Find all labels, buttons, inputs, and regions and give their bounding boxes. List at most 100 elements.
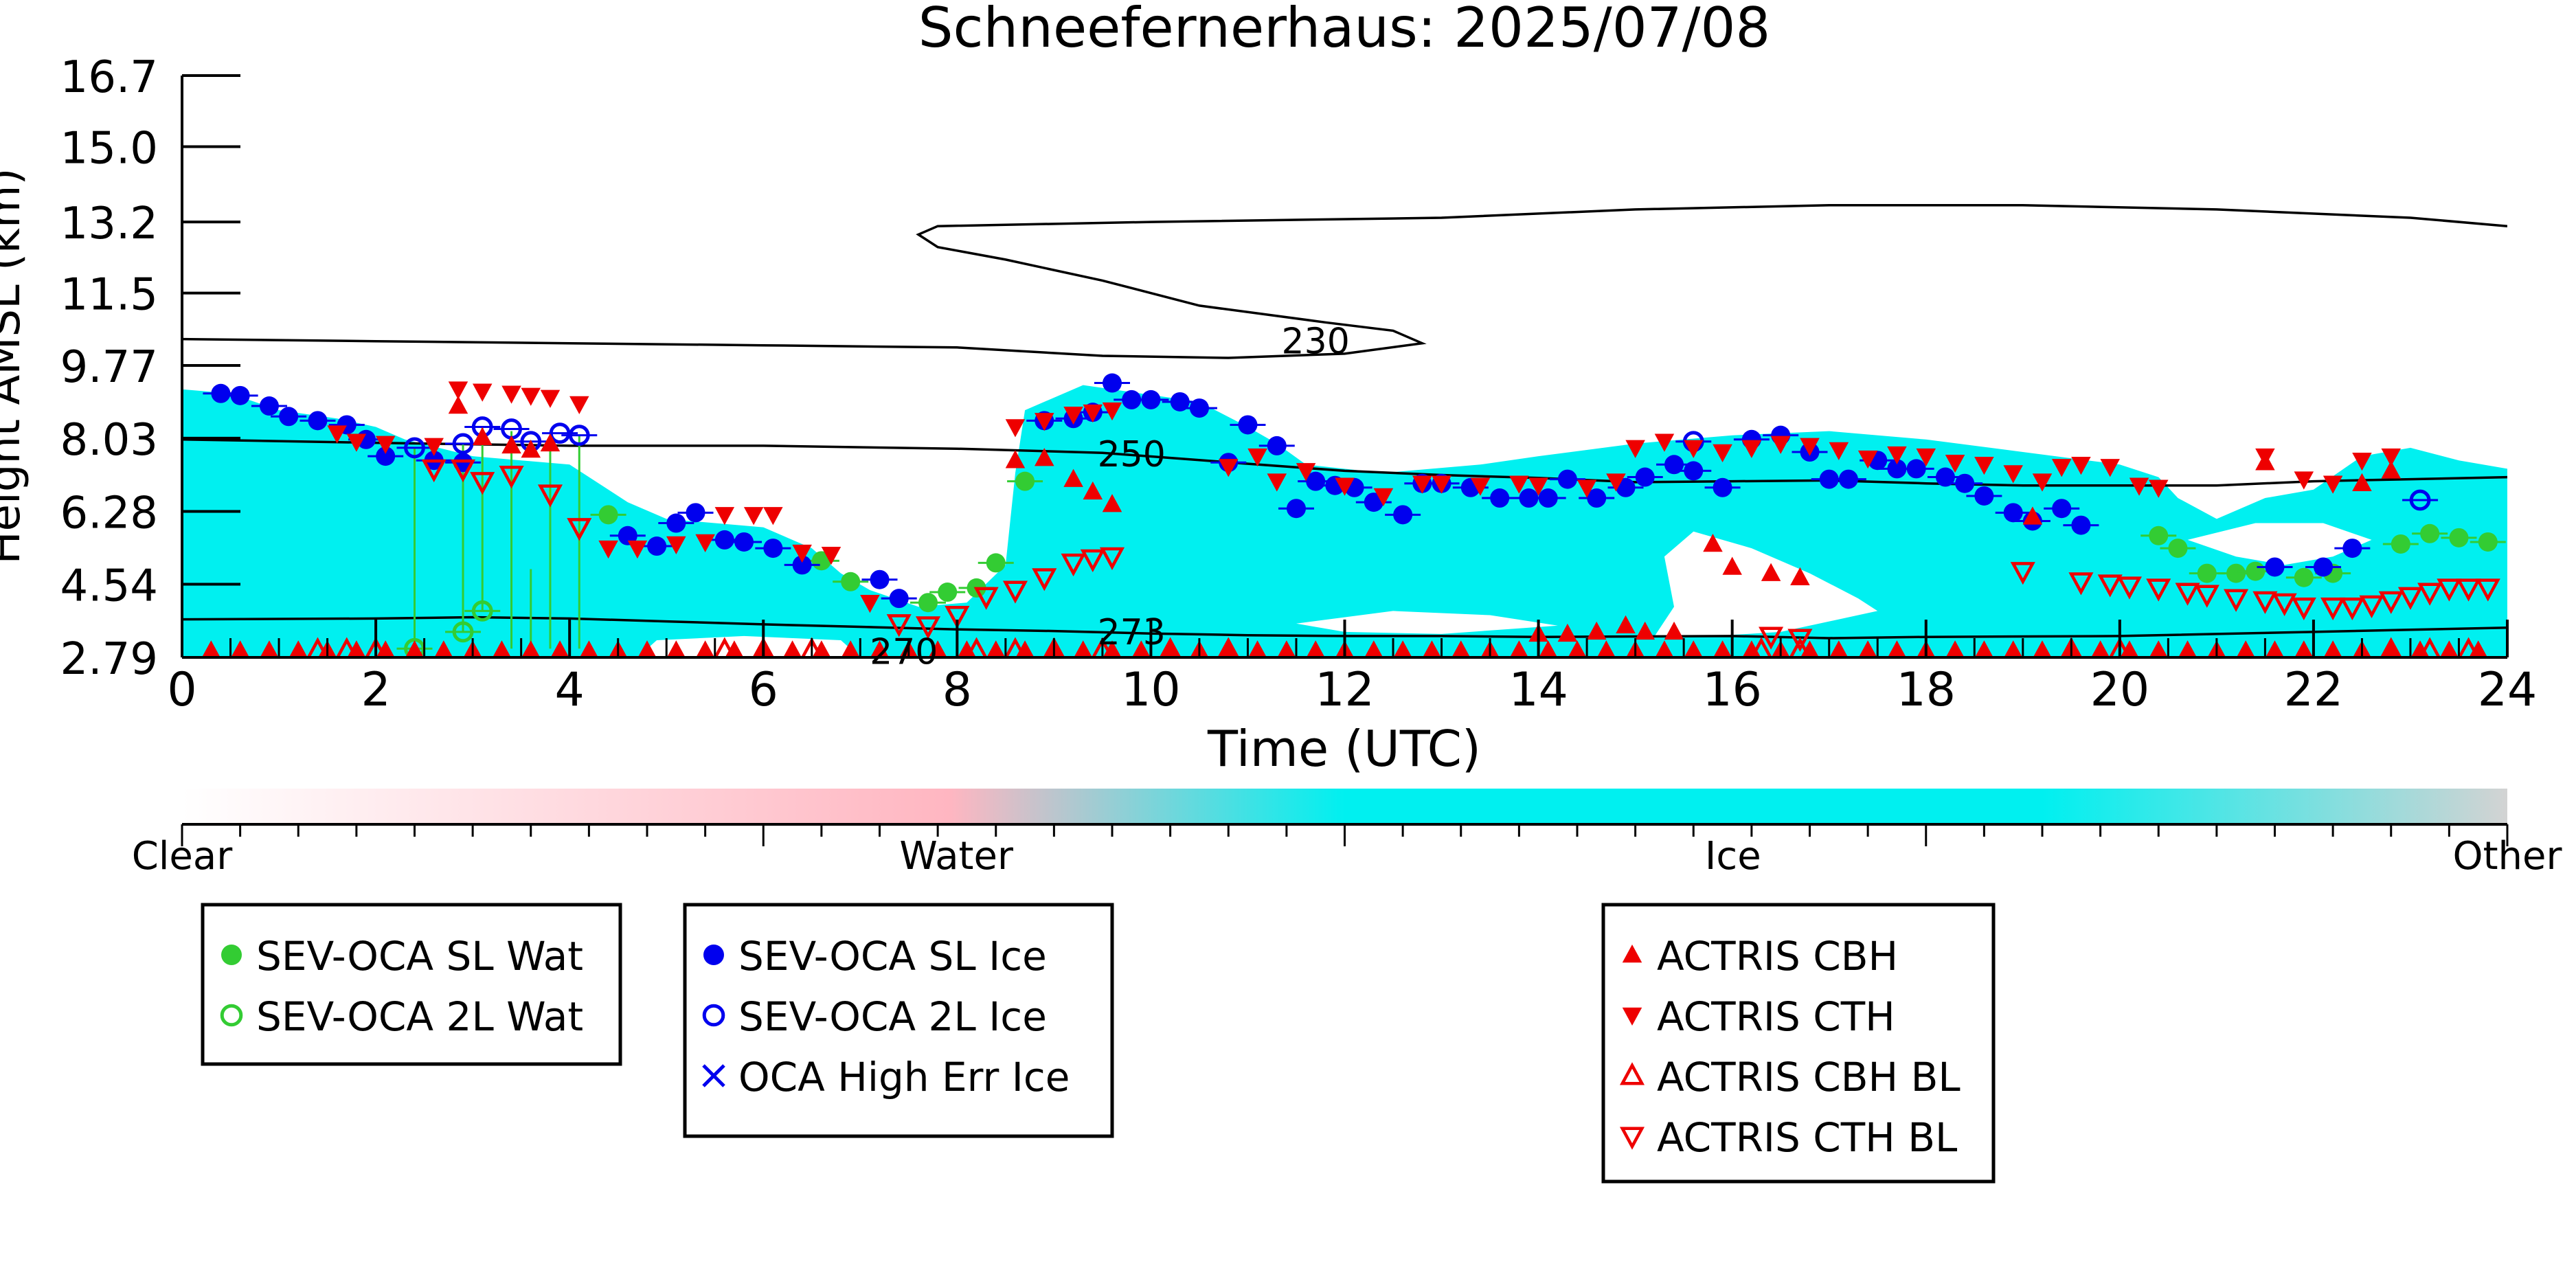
y-tick-label: 16.7 — [60, 52, 159, 103]
data-point — [886, 614, 912, 637]
legend-marker — [1619, 1062, 1645, 1085]
data-point — [2116, 576, 2142, 600]
legend-box-1: SEV-OCA SL Wat SEV-OCA 2L Wat — [201, 903, 622, 1066]
data-point — [470, 472, 495, 495]
data-point — [434, 640, 453, 657]
data-point — [1606, 473, 1626, 492]
data-point — [231, 640, 250, 657]
data-point — [1906, 459, 1926, 479]
data-point — [812, 640, 831, 657]
data-point — [1393, 640, 1412, 657]
data-point — [1248, 640, 1267, 657]
chart-title: Schneefernerhaus: 2025/07/08 — [918, 0, 1770, 60]
data-point — [1238, 415, 1258, 435]
data-point — [2391, 534, 2410, 554]
data-point — [347, 640, 366, 657]
data-point — [2320, 597, 2346, 621]
data-point — [1557, 469, 1577, 489]
data-point — [2060, 637, 2083, 657]
data-point — [945, 605, 970, 629]
data-point — [792, 555, 812, 575]
data-point — [2052, 499, 2072, 519]
data-point — [421, 459, 447, 483]
data-point — [1713, 477, 1732, 497]
data-point — [870, 569, 890, 589]
contour-line-273 — [182, 615, 2507, 640]
data-point — [2380, 637, 2402, 657]
cloud-region-clear — [1296, 611, 1558, 634]
data-point — [2071, 515, 2091, 535]
data-point — [2457, 637, 2480, 657]
data-point — [696, 640, 715, 657]
data-point — [1035, 448, 1054, 466]
data-point — [1015, 471, 1035, 491]
data-point — [1742, 640, 1761, 657]
legend-label: SEV-OCA 2L Wat — [256, 993, 583, 1040]
data-point — [1586, 621, 1607, 640]
data-point — [1616, 615, 1636, 633]
data-point — [569, 396, 589, 414]
data-point — [1217, 637, 1240, 657]
data-point — [1063, 468, 1083, 487]
x-tick-label: 18 — [1896, 663, 1956, 717]
data-point — [938, 583, 958, 602]
data-point — [725, 640, 744, 657]
data-point — [598, 505, 618, 525]
data-point — [2100, 459, 2120, 477]
data-point — [2004, 640, 2023, 657]
data-point — [870, 640, 889, 657]
data-point — [821, 546, 841, 565]
data-point — [1945, 640, 1965, 657]
data-point — [2003, 503, 2023, 523]
data-point — [448, 381, 468, 400]
data-point — [2294, 567, 2314, 587]
data-point — [2266, 640, 2284, 657]
data-point — [1713, 444, 1732, 463]
data-point — [211, 383, 231, 403]
data-point — [499, 466, 524, 489]
colorbar-label-water: Water — [899, 834, 1014, 879]
colorbar-label-clear: Clear — [132, 834, 233, 879]
data-point — [1829, 640, 1849, 657]
data-point — [2226, 563, 2246, 583]
data-point — [647, 536, 667, 556]
data-point — [1306, 640, 1325, 657]
data-point — [2342, 539, 2362, 558]
data-point — [1722, 556, 1742, 575]
contour-label-273: 273 — [1098, 612, 1166, 653]
data-point — [1974, 640, 1993, 657]
x-tick-label: 12 — [1315, 663, 1375, 717]
data-point — [1490, 488, 1510, 508]
data-point — [1625, 440, 1645, 458]
data-point — [598, 540, 618, 559]
data-markers — [201, 373, 2506, 657]
data-point — [928, 640, 947, 657]
data-point — [1004, 637, 1026, 657]
uncertainty-lines — [414, 427, 580, 649]
legend-frame — [201, 903, 622, 1066]
contour-label-270: 270 — [870, 631, 938, 673]
data-point — [1713, 640, 1732, 657]
legend-marker — [702, 1064, 725, 1087]
data-point — [1277, 640, 1296, 657]
data-point — [2437, 578, 2462, 602]
data-point — [1296, 463, 1316, 482]
data-point — [1373, 488, 1394, 506]
data-point — [1761, 563, 1781, 581]
data-point — [540, 433, 561, 452]
data-point — [2314, 557, 2334, 577]
data-point — [1790, 567, 1810, 585]
data-point — [2409, 489, 2431, 511]
data-point — [2294, 471, 2314, 490]
data-point — [501, 385, 521, 404]
data-point — [1664, 455, 1684, 475]
series-actris-cbh — [201, 396, 2488, 657]
data-point — [424, 438, 444, 456]
data-point — [2010, 562, 2035, 585]
data-point — [1247, 448, 1267, 467]
data-point — [1655, 640, 1674, 657]
data-point — [860, 594, 880, 613]
data-point — [1335, 477, 1355, 496]
x-tick-label: 16 — [1702, 663, 1762, 717]
cloud-region-clear — [1654, 531, 1878, 636]
